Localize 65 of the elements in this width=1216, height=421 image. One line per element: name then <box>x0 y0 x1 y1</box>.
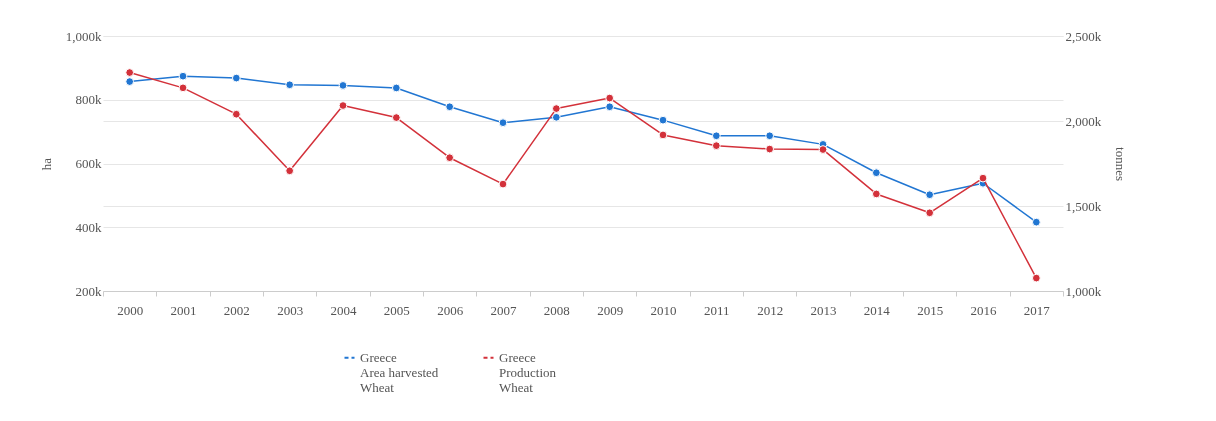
x-tick-label: 2006 <box>437 302 464 318</box>
y2-axis-title: tonnes <box>1113 147 1129 181</box>
point <box>765 144 775 154</box>
point <box>551 104 561 113</box>
point <box>925 190 935 200</box>
point <box>711 131 721 141</box>
x-tick-label: 2005 <box>383 302 410 318</box>
legend-label: Greece Area harvested Wheat <box>360 349 439 395</box>
x-tick-label: 2003 <box>277 302 304 318</box>
point <box>178 71 188 81</box>
point <box>498 179 508 189</box>
x-tick-label: 2008 <box>543 302 570 318</box>
point <box>125 68 135 77</box>
point <box>285 166 295 176</box>
point <box>605 93 615 103</box>
x-tick-label: 2011 <box>704 302 730 318</box>
x-tick-label: 2013 <box>810 302 837 318</box>
x-tick-label: 2016 <box>970 302 997 318</box>
x-tick-label: 2015 <box>917 302 944 318</box>
x-tick-label: 2009 <box>597 302 624 318</box>
point <box>871 168 881 178</box>
point <box>391 113 401 122</box>
x-tick-label: 2012 <box>757 302 784 318</box>
point <box>178 83 188 93</box>
point <box>658 130 668 140</box>
point <box>925 208 935 218</box>
point <box>711 141 721 151</box>
y-tick-label: 800k <box>75 92 102 108</box>
y-tick-label: 400k <box>75 219 102 235</box>
point <box>498 118 508 128</box>
point <box>231 109 241 119</box>
y2-tick-label: 1,500k <box>1065 198 1102 214</box>
point <box>285 80 295 90</box>
point <box>338 101 348 110</box>
y-axis-title: ha <box>38 157 54 171</box>
point <box>978 173 988 183</box>
point <box>1031 273 1041 283</box>
y-tick-label: 600k <box>75 156 102 171</box>
point <box>1031 217 1041 227</box>
x-tick-label: 2010 <box>650 302 677 318</box>
point <box>338 81 348 90</box>
y-tick-label: 1,000k <box>65 28 102 44</box>
point <box>445 102 455 112</box>
point <box>231 73 241 83</box>
x-tick-label: 2002 <box>223 302 250 318</box>
x-tick-label: 2004 <box>330 302 357 318</box>
point <box>871 189 881 199</box>
point <box>658 115 668 125</box>
y2-tick-label: 1,000k <box>1065 283 1102 299</box>
legend-label: Greece Production Wheat <box>499 349 557 395</box>
point <box>605 102 615 112</box>
point <box>551 112 561 122</box>
x-tick-label: 2001 <box>170 302 197 318</box>
x-tick-label: 2017 <box>1023 302 1051 318</box>
point <box>125 77 135 86</box>
x-tick-label: 2007 <box>490 302 517 318</box>
x-tick-label: 2000 <box>117 302 144 318</box>
y2-tick-label: 2,500k <box>1065 28 1102 44</box>
y-tick-label: 200k <box>75 283 102 299</box>
point <box>765 131 775 141</box>
point <box>391 83 401 93</box>
x-tick-label: 2014 <box>863 302 891 318</box>
point <box>445 153 455 163</box>
point <box>818 145 828 154</box>
y2-tick-label: 2,000k <box>1065 113 1102 129</box>
